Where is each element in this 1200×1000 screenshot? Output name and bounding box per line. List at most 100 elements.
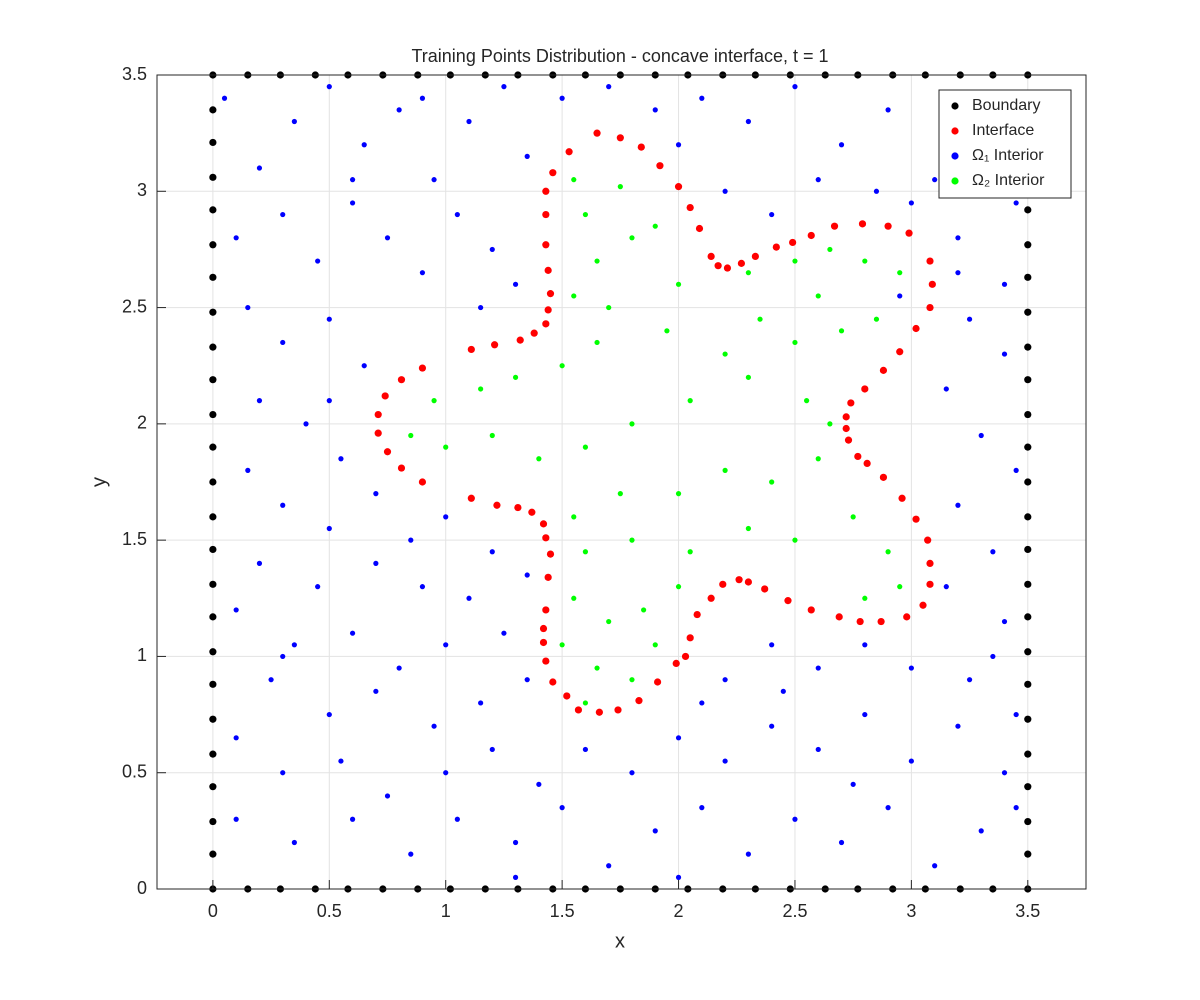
data-point [209,308,217,316]
data-point [1024,376,1032,384]
chart-title: Training Points Distribution - concave i… [411,46,828,66]
data-point [908,758,914,764]
data-point [897,270,903,276]
data-point [563,692,571,700]
data-point [373,688,379,694]
data-point [384,793,391,799]
data-point [885,549,891,555]
data-point [722,467,728,473]
data-point [955,270,961,276]
data-point [574,706,583,714]
data-point [384,235,391,241]
data-point [926,257,934,265]
data-point [233,607,239,613]
data-point [431,398,437,404]
data-point [617,184,623,190]
data-point [862,711,868,718]
data-point [815,177,821,183]
data-point [751,252,759,261]
data-point [842,424,850,433]
data-point [280,653,286,660]
data-point [233,735,239,741]
data-point [744,578,752,586]
data-point [815,746,821,753]
data-point [629,235,635,241]
data-point [652,828,658,834]
data-point [514,503,522,512]
data-point [784,597,792,605]
data-point [539,624,548,633]
data-point [512,374,519,380]
data-point [303,421,309,427]
data-point [338,456,344,462]
data-point [291,118,297,125]
data-point [396,665,402,671]
data-point [815,456,821,462]
data-point [856,617,864,626]
data-point [408,537,414,543]
data-point [582,746,589,753]
data-point [873,316,880,322]
data-point [879,366,888,374]
data-point [606,618,612,625]
data-point [209,613,217,621]
data-point [745,851,751,857]
data-point [443,770,449,776]
data-point [549,678,557,686]
data-point [361,363,367,369]
data-point [637,143,645,151]
data-point [542,657,550,665]
data-point [616,134,624,142]
data-point [559,95,565,101]
data-point [1024,648,1032,656]
data-point [789,238,797,247]
data-point [847,399,855,407]
data-point [792,339,798,346]
data-point [408,432,414,439]
x-tick-label: 3.5 [1015,901,1040,921]
data-point [772,243,780,251]
data-point [209,783,217,791]
data-point [1024,850,1032,858]
data-point [209,715,217,723]
data-point [443,514,449,520]
data-point [699,700,705,706]
data-point [374,429,382,437]
data-point [209,580,217,588]
data-point [256,560,263,567]
data-point [769,211,775,218]
data-point [687,398,693,404]
data-point [903,613,911,621]
data-point [516,336,524,344]
x-tick-label: 2 [674,901,684,921]
data-point [454,816,460,822]
data-point [652,107,658,113]
data-point [326,84,332,90]
data-point [842,413,850,421]
data-point [349,177,356,183]
data-point [707,252,715,261]
data-point [1001,770,1008,776]
data-point [714,262,722,270]
data-point [1024,680,1032,688]
data-point [280,211,286,218]
data-point [699,95,705,101]
data-point [443,444,449,450]
data-point [408,851,414,857]
data-point [827,421,833,427]
legend-marker [951,177,959,185]
data-point [491,341,499,349]
data-point [664,328,670,334]
data-point [653,678,662,686]
data-point [928,280,936,288]
data-point [807,606,815,614]
data-point [419,584,426,590]
data-point [675,491,682,497]
data-point [1013,467,1019,473]
data-point [536,456,542,462]
data-point [209,513,217,521]
data-point [466,595,472,601]
data-point [209,850,217,858]
data-point [606,863,612,869]
data-point [978,432,984,439]
